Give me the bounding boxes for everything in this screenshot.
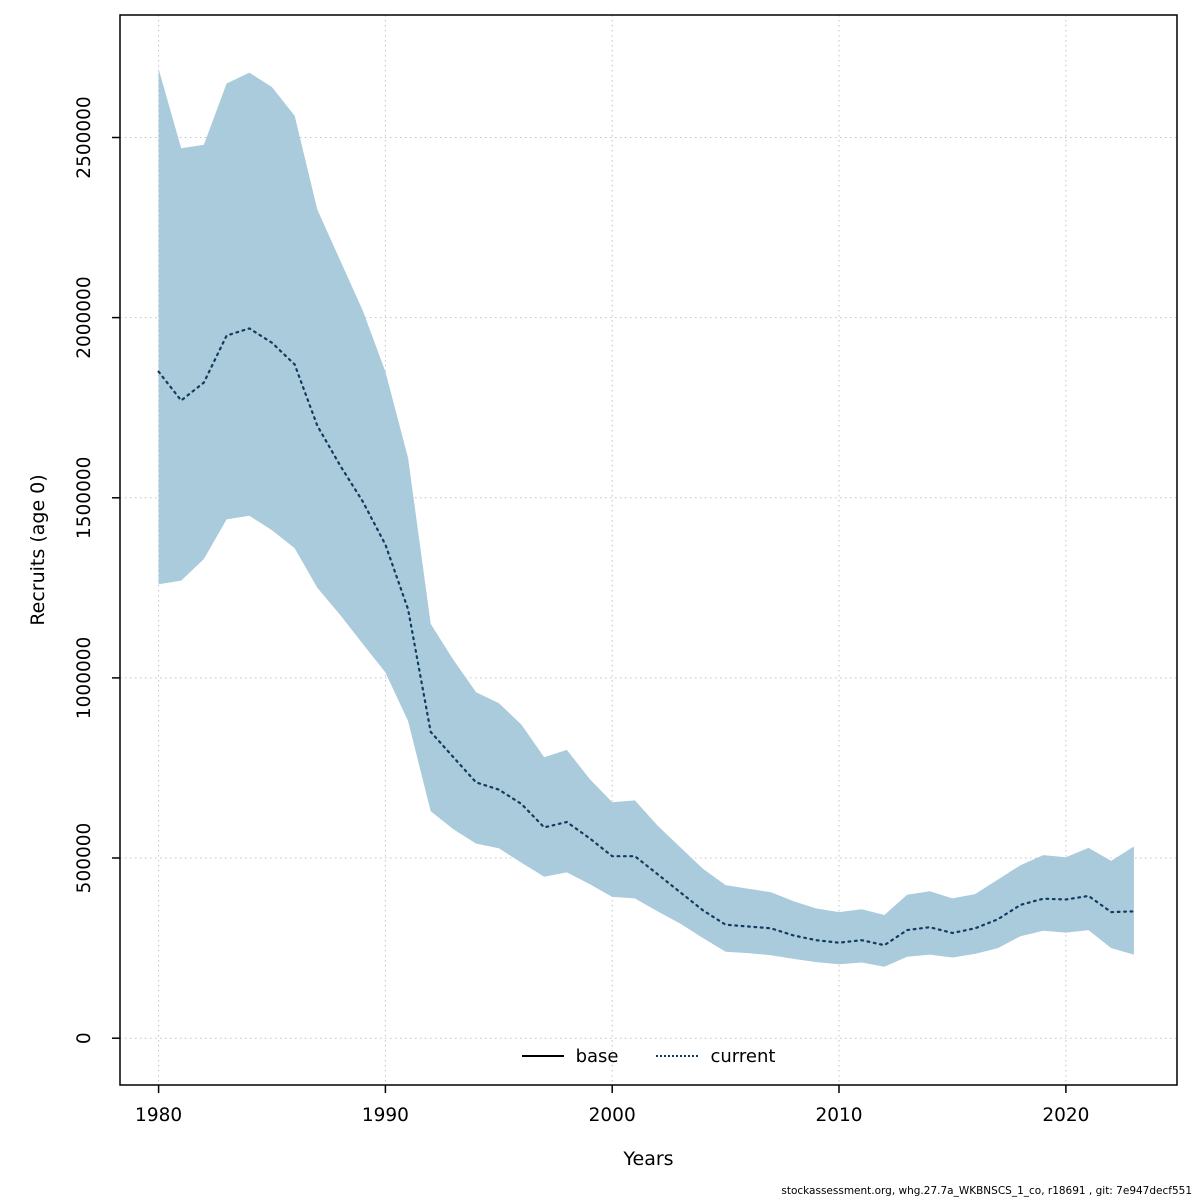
svg-text:1990: 1990 (362, 1105, 409, 1126)
legend-label-current: current (710, 1045, 776, 1067)
svg-text:0: 0 (74, 1032, 95, 1044)
svg-text:2000: 2000 (589, 1105, 636, 1126)
svg-text:1500000: 1500000 (74, 457, 95, 539)
legend-item-current: current (656, 1046, 775, 1067)
y-axis-label: Recruits (age 0) (27, 474, 49, 626)
svg-text:2020: 2020 (1042, 1105, 1089, 1126)
x-axis-label: Years (623, 1148, 674, 1170)
svg-text:2000000: 2000000 (74, 276, 95, 358)
current-line-sample-icon (656, 1055, 699, 1057)
legend-label-base: base (575, 1045, 619, 1067)
svg-text:1980: 1980 (135, 1105, 182, 1126)
legend-item-base: base (521, 1045, 619, 1067)
svg-text:500000: 500000 (74, 823, 95, 894)
svg-text:2010: 2010 (815, 1105, 862, 1126)
chart-legend: base current (120, 1040, 1177, 1072)
svg-text:2500000: 2500000 (74, 96, 95, 178)
base-line-sample-icon (521, 1055, 564, 1057)
provenance-footer: stockassessment.org, whg.27.7a_WKBNSCS_1… (781, 1185, 1192, 1197)
svg-text:1000000: 1000000 (74, 637, 95, 719)
